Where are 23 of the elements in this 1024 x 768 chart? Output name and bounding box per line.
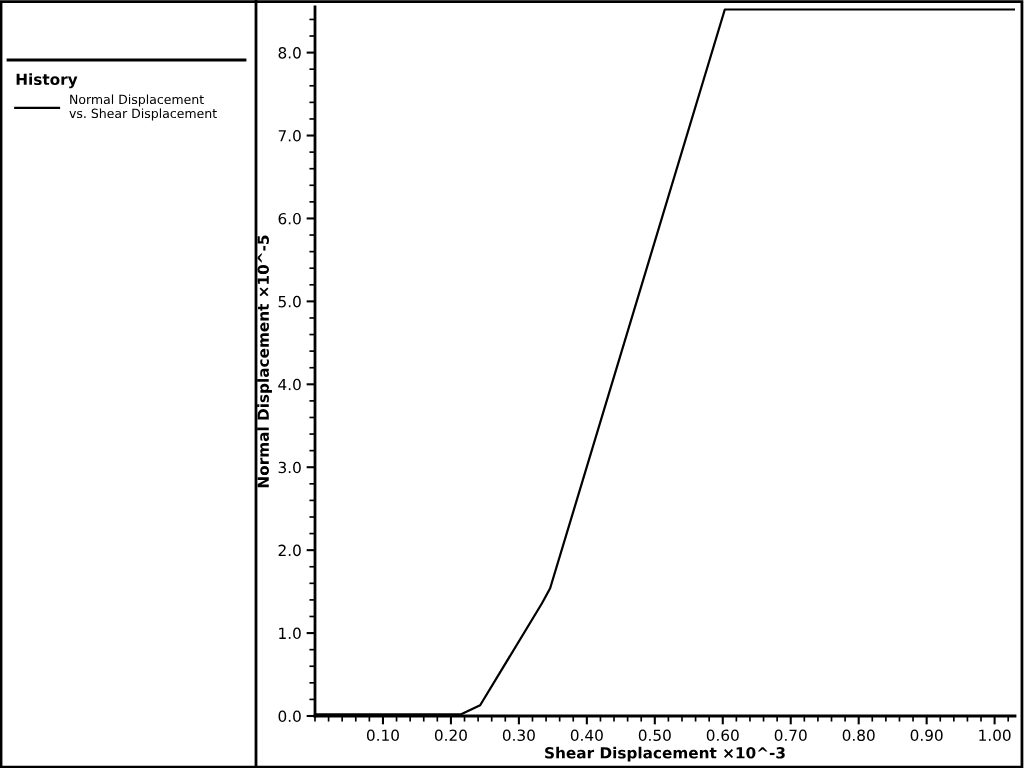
y-tick-label: 7.0 <box>278 130 301 142</box>
x-tick-label: 0.70 <box>774 729 807 742</box>
y-tick-label: 8.0 <box>278 47 301 59</box>
y-tick-label: 5.0 <box>278 295 301 308</box>
y-axis-title: Normal Displacement ×10^-5 <box>257 235 272 488</box>
legend-label: Normal Displacement vs. Shear Displacement <box>69 94 217 121</box>
x-tick-label: 0.60 <box>706 729 739 742</box>
y-tick-label: 0.0 <box>278 710 301 723</box>
x-tick-label: 0.50 <box>638 729 671 742</box>
x-tick-label: 1.00 <box>979 729 1011 742</box>
y-tick-label: 4.0 <box>278 378 301 391</box>
x-axis-title: Shear Displacement ×10^-3 <box>545 746 785 762</box>
x-tick-label: 0.30 <box>502 729 535 742</box>
y-tick-label: 2.0 <box>278 544 301 557</box>
x-tick-label: 0.10 <box>366 729 399 742</box>
x-tick-label: 0.40 <box>570 729 603 742</box>
y-tick-label: 6.0 <box>278 212 301 225</box>
y-tick-label: 1.0 <box>279 627 301 640</box>
x-tick-label: 0.80 <box>842 729 875 742</box>
x-tick-label: 0.90 <box>910 729 943 742</box>
y-tick-label: 3.0 <box>278 461 301 474</box>
legend-title: History <box>16 73 78 89</box>
x-tick-label: 0.20 <box>434 729 467 742</box>
